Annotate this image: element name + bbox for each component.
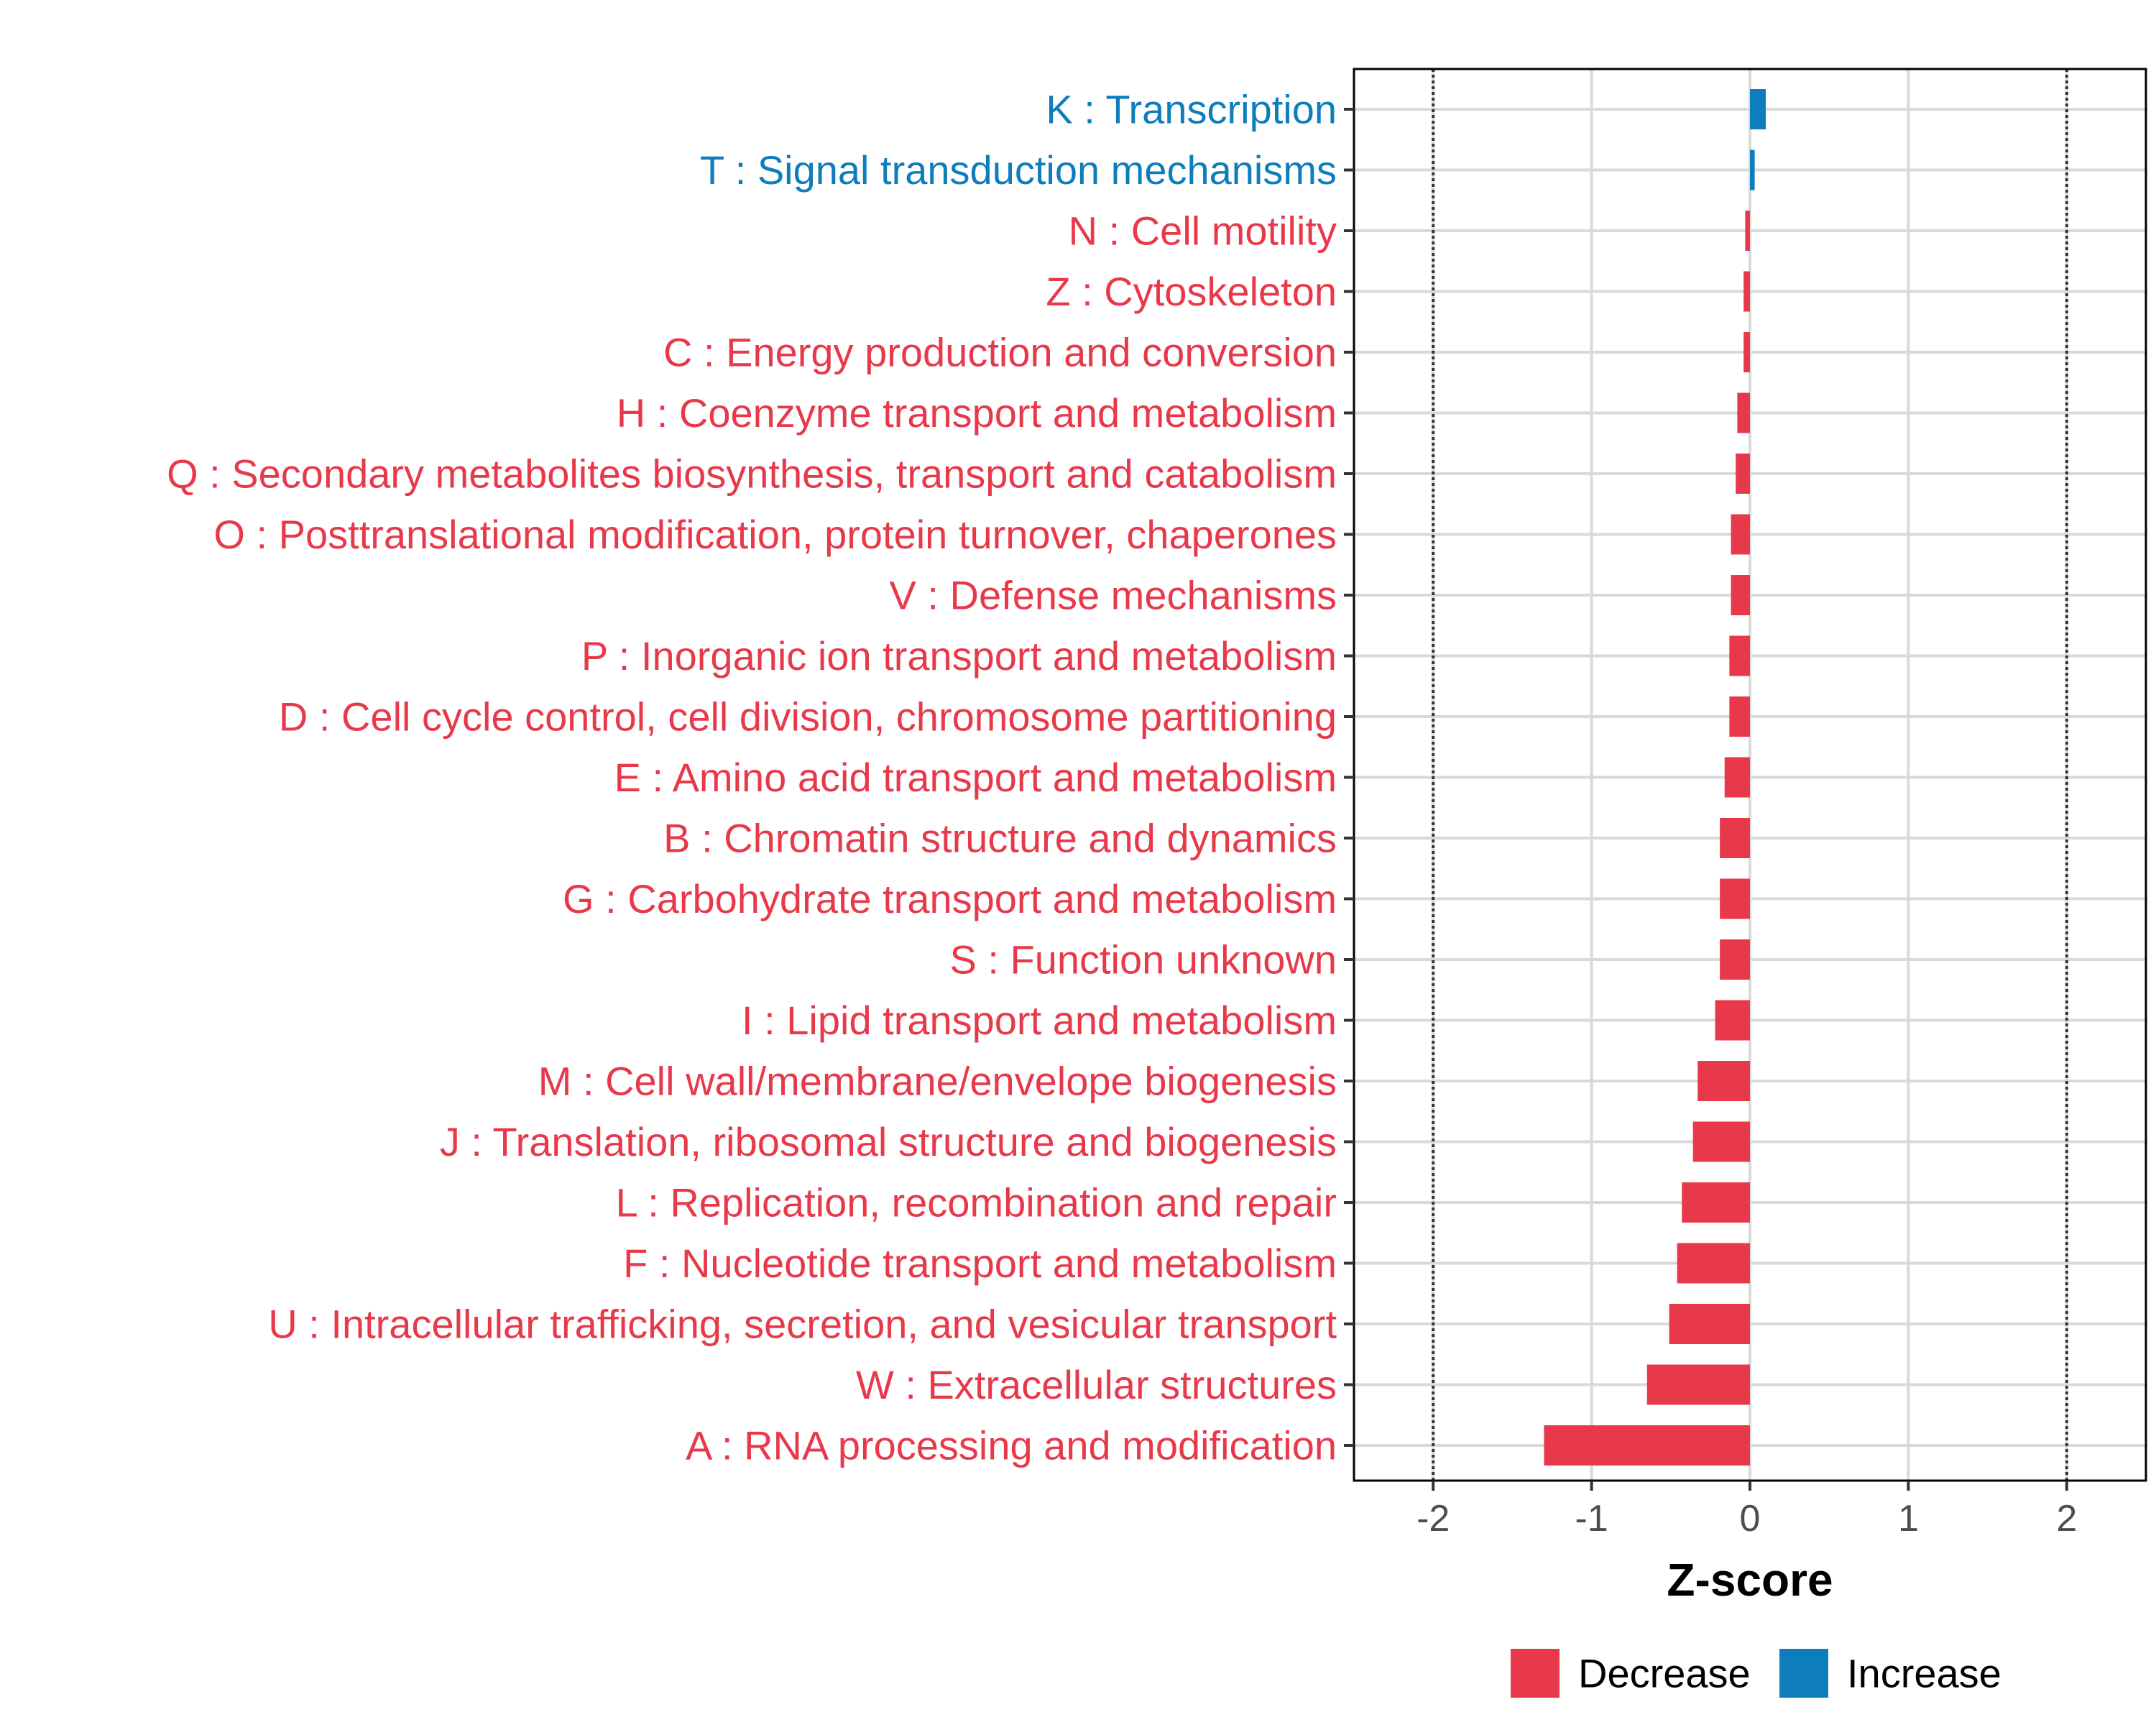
bar-0 [1750,89,1766,129]
category-labels: K : Transcription T : Signal transduction… [167,87,1337,1468]
bar-layer [1544,89,1766,1466]
category-label-7: O : Posttranslational modification, prot… [213,512,1337,557]
x-tick-label-1: -1 [1575,1498,1608,1540]
bar-8 [1731,575,1750,615]
category-label-5: H : Coenzyme transport and metabolism [617,390,1337,436]
category-label-2: N : Cell motility [1069,208,1337,254]
category-label-6: Q : Secondary metabolites biosynthesis, … [167,451,1337,497]
legend-label-increase: Increase [1847,1651,2001,1696]
category-label-11: E : Amino acid transport and metabolism [614,755,1337,800]
x-axis-title: Z-score [1667,1554,1833,1606]
category-label-1: T : Signal transduction mechanisms [700,147,1337,193]
bar-14 [1720,939,1750,980]
category-label-9: P : Inorganic ion transport and metaboli… [581,633,1337,678]
category-label-13: G : Carbohydrate transport and metabolis… [563,876,1337,921]
bar-6 [1736,454,1750,494]
bar-13 [1720,878,1750,919]
category-label-22: A : RNA processing and modification [686,1423,1337,1468]
bar-18 [1682,1182,1750,1223]
bar-9 [1729,635,1750,676]
bar-11 [1724,757,1750,798]
legend-label-decrease: Decrease [1578,1651,1751,1696]
category-label-19: F : Nucleotide transport and metabolism [623,1241,1337,1286]
bar-5 [1737,392,1750,433]
category-label-12: B : Chromatin structure and dynamics [663,816,1337,861]
x-tick-label-2: 0 [1740,1498,1761,1540]
category-label-8: V : Defense mechanisms [890,573,1337,618]
bar-4 [1743,332,1750,372]
category-label-21: W : Extracellular structures [856,1362,1337,1407]
category-label-0: K : Transcription [1046,87,1337,132]
category-label-20: U : Intracellular trafficking, secretion… [268,1302,1337,1347]
bar-20 [1669,1304,1750,1344]
legend: Decrease Increase [1511,1649,2001,1698]
bar-7 [1731,514,1750,555]
x-tick-label-3: 1 [1898,1498,1919,1540]
bar-19 [1677,1243,1750,1284]
category-label-3: Z : Cytoskeleton [1046,269,1337,314]
category-label-17: J : Translation, ribosomal structure and… [440,1119,1337,1164]
bar-22 [1544,1425,1750,1466]
category-label-16: M : Cell wall/membrane/envelope biogenes… [538,1059,1337,1104]
bar-15 [1715,1000,1750,1041]
legend-key-increase [1779,1649,1828,1698]
category-label-15: I : Lipid transport and metabolism [742,998,1337,1043]
ticks-layer: -2 -1 0 1 2 [1344,108,2077,1540]
bar-3 [1743,271,1750,312]
bar-2 [1745,211,1750,251]
x-tick-label-4: 2 [2056,1498,2077,1540]
legend-key-decrease [1511,1649,1560,1698]
bar-10 [1729,696,1750,737]
bar-17 [1692,1121,1750,1162]
bar-12 [1720,818,1750,858]
bar-16 [1697,1061,1750,1101]
category-label-4: C : Energy production and conversion [663,330,1337,375]
category-label-10: D : Cell cycle control, cell division, c… [279,694,1337,740]
x-tick-label-0: -2 [1416,1498,1450,1540]
bar-21 [1646,1364,1750,1405]
category-label-14: S : Function unknown [949,937,1337,983]
category-label-18: L : Replication, recombination and repai… [616,1180,1337,1225]
bar-1 [1750,150,1755,190]
